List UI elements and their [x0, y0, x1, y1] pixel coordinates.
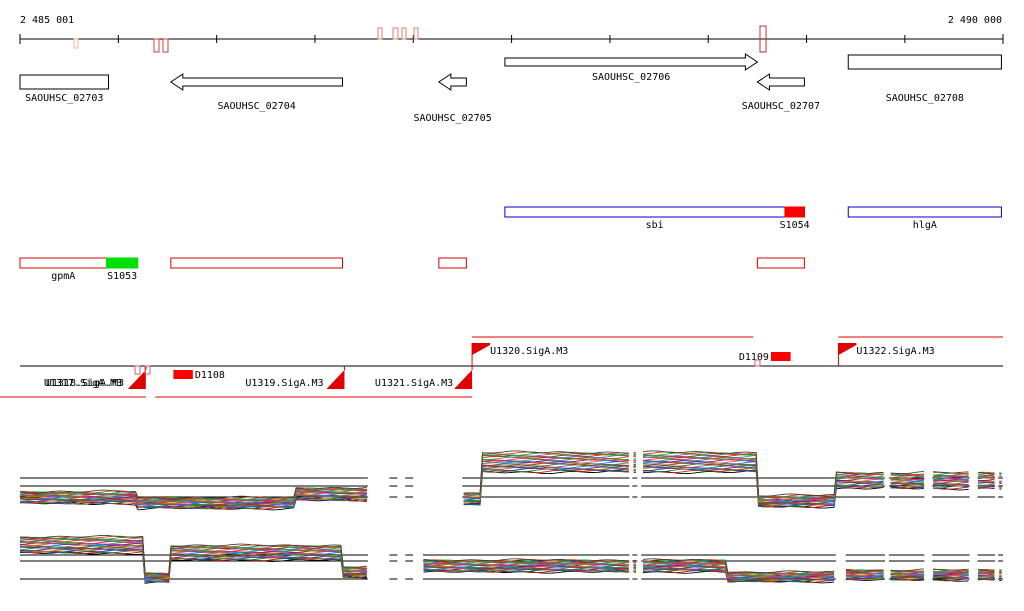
- annotation-track-red: gpmA S1053: [19, 257, 805, 282]
- segment-label: U1320.SigA.M3: [490, 346, 568, 357]
- small-rna-label: S1054: [780, 220, 810, 231]
- segment-label: U1321.SigA.M3: [375, 378, 453, 389]
- annotation-blue: [504, 206, 805, 218]
- segment-tick: [134, 365, 141, 375]
- ruler-mark: [377, 27, 383, 40]
- expression-gap: [367, 526, 390, 596]
- small-rna-marker: [784, 206, 805, 218]
- segment-label: U1317.SigA.M3: [44, 378, 122, 389]
- ruler-mark: [153, 38, 160, 53]
- expression-gap: [629, 446, 633, 524]
- annotation-red-label: gpmA: [51, 271, 75, 282]
- gene-feature: [756, 73, 805, 91]
- expression-gap: [995, 526, 999, 596]
- deletion-label: D1109: [739, 352, 769, 363]
- segment-tick: [754, 359, 761, 367]
- gene-feature: [169, 73, 343, 91]
- expression-gap: [924, 446, 933, 524]
- segment-end-flag: [454, 370, 473, 389]
- expression-gap: [885, 526, 889, 596]
- expression-gap: [885, 446, 889, 524]
- annotation-red: [170, 257, 343, 269]
- segment-label: U1319.SigA.M3: [245, 378, 323, 389]
- expression-profile-track: [19, 446, 1003, 596]
- segment-label: U1322.SigA.M3: [856, 346, 934, 357]
- deletion-marker: [770, 352, 791, 361]
- expression-gap: [637, 446, 642, 524]
- gene-label: SAOUHSC_02704: [218, 101, 296, 112]
- expression-gap: [413, 526, 423, 596]
- transcription-unit-track: U1320.SigA.M3 U1322.SigA.M3U1317.SigA.M3U…: [0, 336, 1003, 398]
- expression-gap: [995, 446, 999, 524]
- gene-feature: [504, 53, 759, 71]
- expression-gap: [637, 526, 642, 596]
- annotation-red: [19, 257, 108, 269]
- annotation-blue: [847, 206, 1002, 218]
- annotation-track-blue: sbi hlgA S1054: [504, 206, 1002, 231]
- gene-label: SAOUHSC_02708: [886, 93, 964, 104]
- expression-series-line: [19, 453, 1002, 501]
- expression-gap: [413, 446, 463, 524]
- expression-gap: [397, 446, 406, 524]
- gene-track: SAOUHSC_02703 SAOUHSC_02704 SAOUHSC_02705 S…: [19, 53, 1002, 124]
- annotation-red: [756, 257, 805, 269]
- gene-label: SAOUHSC_02706: [592, 72, 670, 83]
- segment-start-flag: [838, 343, 857, 355]
- segment-end-flag: [127, 370, 146, 389]
- expression-series-line: [19, 455, 1002, 503]
- annotation-blue-label: sbi: [646, 220, 664, 231]
- small-rna-marker: [106, 257, 139, 269]
- segment-label: U1318.SigA.M3: [46, 378, 124, 389]
- expression-gap: [969, 446, 978, 524]
- gene-label: SAOUHSC_02707: [742, 101, 820, 112]
- ruler-mark: [759, 25, 767, 53]
- ruler-mark: [392, 27, 399, 40]
- ruler-mark: [162, 38, 169, 53]
- ruler-ticks: [19, 34, 1004, 44]
- expression-series-line: [19, 450, 1002, 500]
- segment-end-flag: [326, 370, 345, 389]
- ruler-mark: [73, 38, 79, 49]
- expression-gap: [835, 526, 846, 596]
- expression-series-line: [19, 457, 1002, 504]
- gene-feature: [847, 54, 1002, 70]
- ruler-mark: [413, 27, 419, 40]
- ruler-segment-marks: [73, 25, 767, 53]
- gene-feature: [437, 73, 467, 91]
- expression-gap: [397, 526, 406, 596]
- expression-gap: [969, 526, 978, 596]
- expression-gap: [367, 446, 390, 524]
- segment-start-flag: [472, 343, 491, 355]
- ruler-end-label: 2 490 000: [948, 15, 1002, 26]
- annotation-blue-label: hlgA: [913, 220, 937, 231]
- expression-series-line: [19, 534, 1002, 576]
- deletion-marker: [173, 370, 193, 379]
- gene-feature: [19, 74, 109, 90]
- expression-gap: [629, 526, 633, 596]
- expression-gap: [924, 526, 933, 596]
- gene-label: SAOUHSC_02705: [413, 113, 491, 124]
- small-rna-label: S1053: [107, 271, 137, 282]
- ruler-start-label: 2 485 001: [20, 15, 74, 26]
- gene-label: SAOUHSC_02703: [25, 93, 103, 104]
- deletion-label: D1108: [195, 370, 225, 381]
- ruler-mark: [401, 27, 407, 40]
- segment-tick: [144, 365, 151, 375]
- annotation-red: [438, 257, 467, 269]
